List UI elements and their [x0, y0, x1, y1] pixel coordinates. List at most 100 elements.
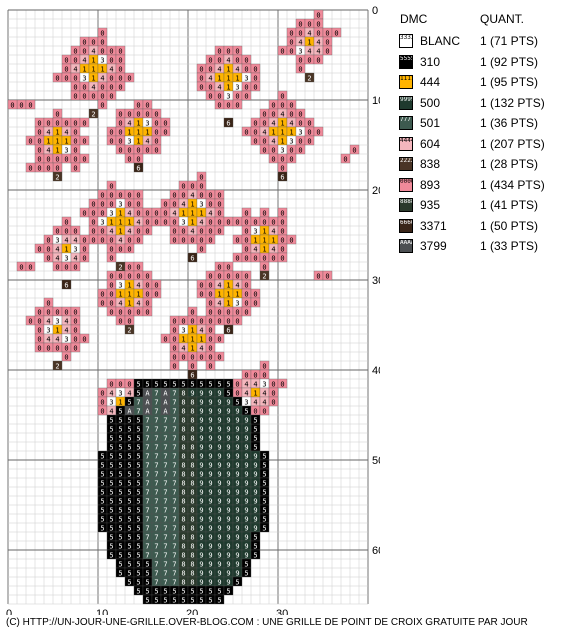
stitch-symbol: 9: [253, 498, 257, 506]
stitch-symbol: 9: [235, 453, 239, 461]
stitch-symbol: 4: [64, 318, 68, 326]
stitch-symbol: 0: [208, 336, 212, 344]
stitch-symbol: 5: [190, 588, 194, 596]
stitch: 8: [178, 414, 189, 425]
stitch: 0: [277, 216, 288, 227]
stitch-symbol: 1: [100, 66, 104, 74]
stitch-symbol: 7: [163, 471, 167, 479]
stitch-symbol: 8: [181, 471, 185, 479]
stitch: 5: [259, 468, 270, 479]
stitch: 9: [196, 567, 207, 578]
stitch: 9: [214, 405, 225, 416]
stitch: 0: [97, 189, 108, 200]
stitch-symbol: 7: [163, 480, 167, 488]
stitch: 8: [187, 432, 198, 443]
stitch: 4: [88, 45, 99, 56]
stitch-symbol: 0: [190, 354, 194, 362]
stitch: 0: [250, 216, 261, 227]
stitch: 0: [106, 189, 117, 200]
stitch-symbol: 0: [10, 102, 14, 110]
stitch-symbol: 0: [55, 165, 59, 173]
stitch: 5: [178, 585, 189, 596]
stitch-symbol: 0: [100, 300, 104, 308]
stitch-cell: [313, 54, 324, 65]
stitch-symbol: 5: [253, 543, 257, 551]
stitch-symbol: 5: [127, 444, 131, 452]
stitch: 9: [241, 513, 252, 524]
stitch: 0: [97, 207, 108, 218]
stitch-symbol: 7: [163, 570, 167, 578]
stitch-symbol: 3: [145, 120, 149, 128]
stitch: 4: [178, 198, 189, 209]
stitch: 0: [250, 135, 261, 146]
stitch-symbol: 0: [208, 219, 212, 227]
stitch-symbol: 9: [253, 462, 257, 470]
stitch: 0: [61, 72, 72, 83]
stitch-symbol: 5: [136, 570, 140, 578]
stitch-symbol: 0: [190, 318, 194, 326]
stitch: 4: [232, 279, 243, 290]
stitch: 9: [205, 504, 216, 515]
stitch-symbol: 5: [118, 480, 122, 488]
stitch-symbol: 9: [217, 543, 221, 551]
stitch-symbol: 0: [235, 318, 239, 326]
stitch: 0: [70, 135, 81, 146]
stitch: 7: [169, 441, 180, 452]
stitch: 9: [223, 432, 234, 443]
stitch-symbol: 0: [127, 381, 131, 389]
stitch-symbol: 8: [181, 444, 185, 452]
stitch-symbol: 8: [181, 579, 185, 587]
stitch: 9: [250, 450, 261, 461]
stitch-symbol: 0: [244, 84, 248, 92]
stitch: 0: [268, 252, 279, 263]
stitch: 5: [250, 549, 261, 560]
stitch: 5: [259, 513, 270, 524]
stitch: 0: [61, 342, 72, 353]
stitch-symbol: 4: [217, 66, 221, 74]
stitch: 5: [133, 378, 144, 389]
stitch-symbol: 0: [127, 111, 131, 119]
stitch: 8: [178, 396, 189, 407]
stitch-symbol: 5: [118, 426, 122, 434]
stitch-symbol: 0: [289, 30, 293, 38]
stitch-symbol: 0: [46, 246, 50, 254]
stitch: 5: [115, 459, 126, 470]
stitch: 5: [214, 378, 225, 389]
stitch-symbol: 3: [235, 300, 239, 308]
stitch: 0: [214, 270, 225, 281]
stitch-symbol: 0: [118, 75, 122, 83]
legend-quantity: 1 (434 PTS): [480, 177, 545, 192]
stitch: 9: [214, 576, 225, 587]
stitch-symbol: 0: [37, 156, 41, 164]
stitch-cell: [214, 333, 225, 344]
stitch: 7: [160, 504, 171, 515]
stitch-symbol: 7: [154, 426, 158, 434]
stitch: 8: [187, 549, 198, 560]
stitch-symbol: 0: [289, 156, 293, 164]
stitch-symbol: 5: [118, 417, 122, 425]
stitch-symbol: 0: [136, 309, 140, 317]
stitch: 5: [106, 513, 117, 524]
stitch: 0: [205, 63, 216, 74]
stitch: 5: [124, 450, 135, 461]
stitch-symbol: 0: [181, 237, 185, 245]
stitch-symbol: 5: [226, 381, 230, 389]
stitch-symbol: 7: [172, 570, 176, 578]
stitch: 9: [232, 477, 243, 488]
stitch-symbol: 0: [55, 345, 59, 353]
stitch: 0: [277, 162, 288, 173]
stitch-symbol: 0: [73, 120, 77, 128]
stitch-symbol: 0: [64, 156, 68, 164]
stitch-symbol: 9: [244, 498, 248, 506]
stitch-symbol: 8: [181, 552, 185, 560]
stitch: 0: [295, 18, 306, 29]
stitch-symbol: 4: [181, 201, 185, 209]
x-tick-label: 30: [276, 608, 288, 615]
stitch: 1: [223, 72, 234, 83]
stitch-symbol: 9: [199, 399, 203, 407]
stitch: 5: [151, 585, 162, 596]
stitch-symbol: 9: [235, 462, 239, 470]
legend-swatch: 4444: [399, 136, 413, 151]
stitch: 0: [295, 117, 306, 128]
stitch: 3: [70, 243, 81, 254]
